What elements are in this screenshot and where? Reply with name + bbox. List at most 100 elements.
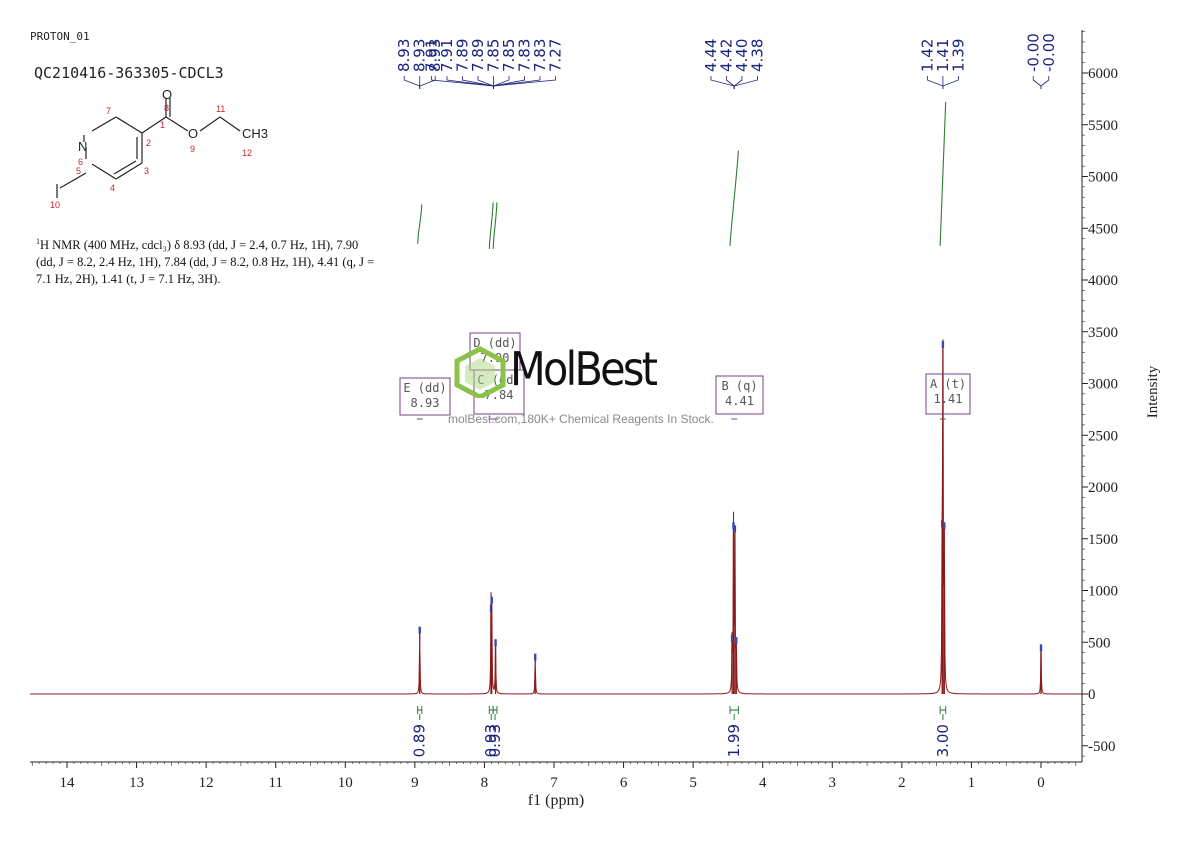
molecule-structure: O N O CH3 1 2 3 4 5 6 7 8 9 10 11 12 (50, 87, 268, 210)
sample-id: QC210416-363305-CDCL3 (34, 64, 224, 82)
integral-curve (939, 101, 947, 246)
peak-label-leader (942, 76, 959, 89)
integral-curve (492, 202, 498, 249)
peak-marker (494, 639, 497, 647)
y-tick-label: 1000 (1088, 584, 1118, 600)
atom-number: 5 (76, 166, 81, 176)
experiment-name: PROTON_01 (30, 30, 90, 43)
peak-label-leader (419, 76, 436, 89)
peak-label: 7.83 (515, 39, 533, 72)
y-tick-label: 5000 (1088, 170, 1118, 186)
watermark-tagline: molBest.com,180K+ Chemical Reagents In S… (448, 412, 714, 426)
nucleus-mass: 1 (36, 237, 40, 246)
multiplet-label: A (t) (930, 377, 966, 391)
peak-marker (732, 522, 735, 530)
atom-number: 6 (78, 157, 83, 167)
atom-number: 3 (144, 166, 149, 176)
watermark-brand: MolBest (510, 342, 658, 396)
atom-label: O (188, 126, 198, 141)
peak-label-leader (927, 76, 944, 89)
peak-marker (735, 637, 738, 645)
peak-label: -0.00 (1024, 33, 1042, 72)
atom-number: 10 (50, 200, 60, 210)
atom-label: CH3 (242, 126, 268, 141)
peak-marker (941, 341, 945, 349)
atom-number: 2 (146, 138, 151, 148)
peak-marker (534, 653, 537, 661)
y-axis-label: Intensity (1145, 365, 1161, 418)
atom-number: 9 (190, 144, 195, 154)
y-tick-label: 4000 (1088, 273, 1118, 289)
y-tick-label: 2000 (1088, 480, 1118, 496)
integral-curve (488, 202, 494, 249)
integral-curve (417, 204, 423, 244)
peak-label: 7.83 (531, 39, 549, 72)
peak-label-leader (710, 76, 735, 89)
peak-label: 8.93 (395, 39, 413, 72)
y-tick-label: 6000 (1088, 66, 1118, 82)
molbest-logo-icon (454, 346, 506, 398)
integral-value: 0.93 (482, 724, 500, 757)
x-tick-label: 14 (60, 775, 76, 791)
peak-label: 7.85 (484, 39, 502, 72)
peak-label-leader (477, 76, 494, 89)
x-tick-label: 2 (898, 775, 906, 791)
y-tick-label: 3500 (1088, 325, 1118, 341)
integral-value: 1.99 (725, 724, 743, 757)
atom-number: 11 (216, 104, 225, 114)
multiplet-label: E (dd) (403, 381, 446, 395)
atom-number: 4 (110, 183, 115, 193)
multiplet-shift: 8.93 (411, 396, 440, 410)
x-tick-label: 1 (968, 775, 976, 791)
y-tick-label: 2500 (1088, 428, 1118, 444)
x-tick-label: 3 (829, 775, 837, 791)
peak-label: 7.91 (438, 39, 456, 72)
x-tick-label: 10 (338, 775, 353, 791)
peak-marker (941, 520, 944, 528)
x-tick-label: 13 (129, 775, 144, 791)
peak-label: 1.42 (918, 39, 936, 72)
x-tick-label: 11 (268, 775, 282, 791)
peak-label-leader (493, 76, 556, 89)
x-tick-label: 0 (1037, 775, 1045, 791)
y-tick-label: 1500 (1088, 532, 1118, 548)
x-tick-label: 12 (199, 775, 214, 791)
peak-label: 8.93 (411, 39, 429, 72)
y-tick-label: 5500 (1088, 118, 1118, 134)
y-tick-label: -500 (1088, 739, 1116, 755)
multiplet-shift: 1.41 (934, 392, 963, 406)
y-tick-label: 500 (1088, 635, 1111, 651)
y-tick-label: 4500 (1088, 221, 1118, 237)
peak-marker (730, 635, 734, 643)
integral-value: 3.00 (934, 724, 952, 757)
peak-label: 8.93 (426, 39, 444, 72)
x-tick-label: 7 (550, 775, 558, 791)
peak-label: 4.44 (702, 39, 720, 72)
x-tick-label: 5 (689, 775, 697, 791)
peak-label: 7.27 (546, 39, 564, 72)
peak-label-leader (403, 76, 421, 89)
multiplet-box (399, 377, 451, 416)
peak-label: 7.89 (469, 39, 487, 72)
multiplet-shift: 4.41 (725, 394, 754, 408)
multiplet-label: B (q) (721, 379, 757, 393)
integral-value: 0.89 (411, 724, 429, 757)
peak-label: -0.00 (1040, 33, 1058, 72)
atom-number: 7 (106, 106, 111, 116)
peak-label: 1.41 (934, 39, 952, 72)
peak-label: 7.89 (453, 39, 471, 72)
y-tick-label: 3000 (1088, 377, 1118, 393)
multiplet-box (715, 375, 764, 415)
nmr-description: 1H NMR (400 MHz, cdcl₃) δ 8.93 (dd, J = … (36, 233, 376, 288)
peak-label: 7.85 (500, 39, 518, 72)
multiplet-box (925, 373, 971, 415)
peak-label-leader (733, 76, 758, 89)
peak-label-leader (1040, 76, 1050, 89)
x-axis-label: f1 (ppm) (528, 792, 584, 809)
peak-marker (490, 596, 493, 604)
peak-label: 1.39 (949, 39, 967, 72)
atom-number: 1 (160, 120, 165, 130)
y-tick-label: 0 (1088, 687, 1096, 703)
peak-label: 7.91 (422, 39, 440, 72)
atom-label: N (78, 139, 87, 154)
